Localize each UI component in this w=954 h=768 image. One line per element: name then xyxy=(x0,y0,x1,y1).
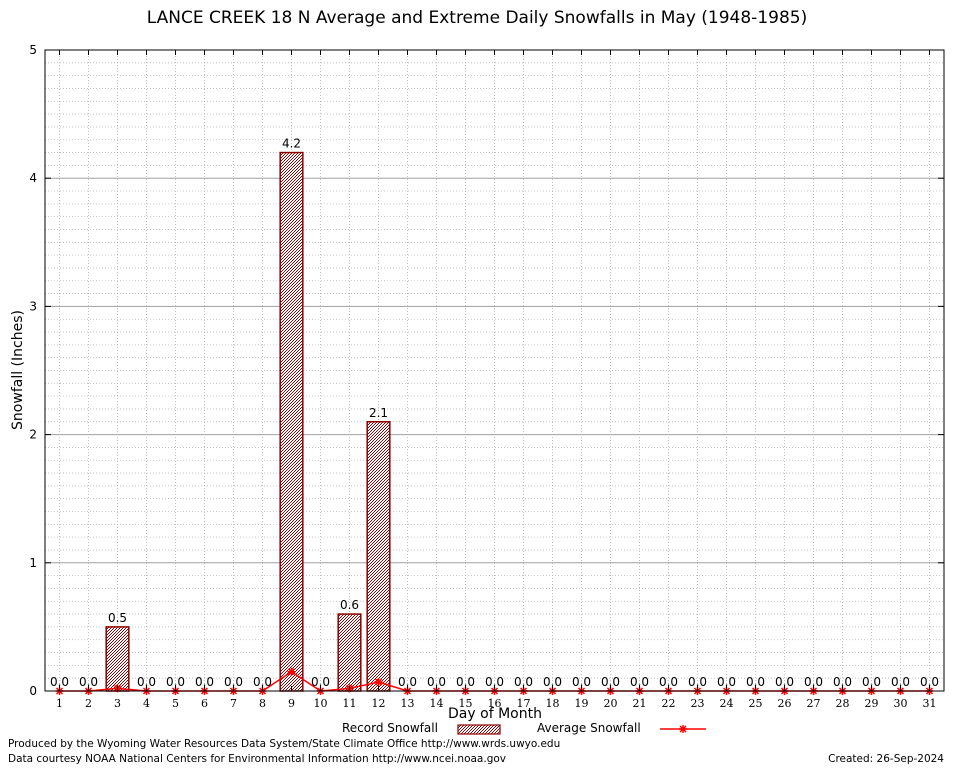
x-tick-label: 22 xyxy=(662,697,676,710)
x-tick-label: 19 xyxy=(575,697,589,710)
x-tick-label: 3 xyxy=(114,697,121,710)
bar-value-label: 0.0 xyxy=(862,675,881,689)
data-labels: 0.0 0.0 0.5 0.0 0.0 0.0 0.0 0.0 4.2 0.0 0.6 2.1 0.0 0… xyxy=(50,137,939,689)
legend-record-label: Record Snowfall xyxy=(342,721,438,735)
credit-line-2: Data courtesy NOAA National Centers for … xyxy=(8,753,507,765)
bar-value-label: 0.0 xyxy=(79,675,98,689)
x-tick-label: 15 xyxy=(459,697,473,710)
x-tick-label: 6 xyxy=(201,697,208,710)
credit-line-1: Produced by the Wyoming Water Resources … xyxy=(8,738,561,750)
x-tick-label: 7 xyxy=(230,697,237,710)
x-tick-label: 4 xyxy=(143,697,150,710)
x-tick-label: 24 xyxy=(720,697,734,710)
bar-value-label: 0.0 xyxy=(717,675,736,689)
x-axis-label: Day of Month xyxy=(448,706,542,722)
bar-value-label: 0.0 xyxy=(659,675,678,689)
bar-value-label: 0.6 xyxy=(340,598,359,612)
bar-value-label: 0.0 xyxy=(195,675,214,689)
x-tick-label: 8 xyxy=(259,697,266,710)
x-tick-label: 28 xyxy=(836,697,850,710)
bar-value-label: 0.0 xyxy=(50,675,69,689)
bar-value-label: 0.0 xyxy=(311,675,330,689)
bar-value-label: 0.0 xyxy=(398,675,417,689)
x-tick-label: 14 xyxy=(430,697,444,710)
record-bar xyxy=(105,626,130,692)
average-point xyxy=(374,678,383,687)
x-tick-label: 25 xyxy=(749,697,763,710)
bar-value-label: 0.0 xyxy=(572,675,591,689)
legend-average-label: Average Snowfall xyxy=(537,721,641,735)
x-tick-label: 13 xyxy=(401,697,415,710)
bar-value-label: 0.5 xyxy=(108,611,127,625)
x-tick-label: 2 xyxy=(85,697,92,710)
record-bars xyxy=(105,151,391,692)
bar-value-label: 0.0 xyxy=(485,675,504,689)
y-tick-label: 1 xyxy=(29,556,37,570)
bar-value-label: 0.0 xyxy=(630,675,649,689)
bar-value-label: 0.0 xyxy=(253,675,272,689)
x-tick-label: 29 xyxy=(865,697,879,710)
bar-value-label: 0.0 xyxy=(224,675,243,689)
bar-value-label: 2.1 xyxy=(369,406,388,420)
bar-value-label: 0.0 xyxy=(746,675,765,689)
created-date: Created: 26-Sep-2024 xyxy=(828,753,944,765)
x-tick-label: 11 xyxy=(343,697,357,710)
x-tick-label: 5 xyxy=(172,697,179,710)
x-tick-label: 26 xyxy=(778,697,792,710)
x-tick-label: 1 xyxy=(56,697,63,710)
bar-value-label: 0.0 xyxy=(833,675,852,689)
bar-value-label: 0.0 xyxy=(920,675,939,689)
y-tick-label: 0 xyxy=(29,684,37,698)
bar-value-label: 0.0 xyxy=(891,675,910,689)
chart-title: LANCE CREEK 18 N Average and Extreme Dai… xyxy=(146,8,808,28)
record-bar xyxy=(279,151,304,692)
y-tick-label: 3 xyxy=(29,299,37,313)
average-point xyxy=(287,667,296,676)
bar-value-label: 0.0 xyxy=(601,675,620,689)
grid xyxy=(45,50,944,691)
bar-value-label: 0.0 xyxy=(427,675,446,689)
y-axis-label: Snowfall (Inches) xyxy=(10,310,26,430)
legend-record-swatch xyxy=(457,724,501,735)
x-tick-label: 12 xyxy=(372,697,386,710)
bar-value-label: 0.0 xyxy=(514,675,533,689)
bar-value-label: 0.0 xyxy=(456,675,475,689)
x-tick-label: 23 xyxy=(691,697,705,710)
bar-value-label: 0.0 xyxy=(804,675,823,689)
x-tick-label: 30 xyxy=(894,697,908,710)
x-tick-label: 27 xyxy=(807,697,821,710)
y-tick-label: 2 xyxy=(29,428,37,442)
x-tick-label: 20 xyxy=(604,697,618,710)
x-tick-label: 10 xyxy=(314,697,328,710)
record-bar xyxy=(337,613,362,692)
bar-value-label: 4.2 xyxy=(282,137,301,151)
bar-value-label: 0.0 xyxy=(688,675,707,689)
record-bar xyxy=(366,421,391,692)
bar-value-label: 0.0 xyxy=(166,675,185,689)
x-tick-label: 9 xyxy=(288,697,295,710)
x-tick-label: 18 xyxy=(546,697,560,710)
x-tick-label: 31 xyxy=(923,697,937,710)
y-tick-label: 5 xyxy=(29,43,37,57)
bar-value-label: 0.0 xyxy=(543,675,562,689)
y-tick-label: 4 xyxy=(29,171,37,185)
x-tick-label: 16 xyxy=(488,697,502,710)
legend xyxy=(457,724,706,735)
bar-value-label: 0.0 xyxy=(775,675,794,689)
x-tick-label: 17 xyxy=(517,697,531,710)
legend-average-marker xyxy=(679,725,687,733)
x-tick-label: 21 xyxy=(633,697,647,710)
bar-value-label: 0.0 xyxy=(137,675,156,689)
